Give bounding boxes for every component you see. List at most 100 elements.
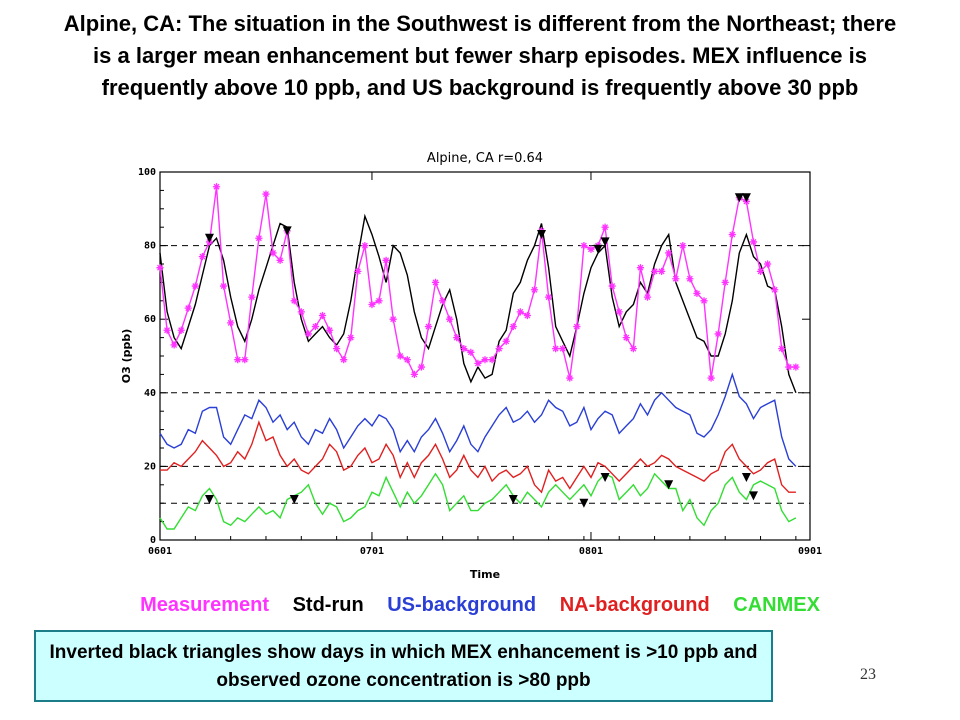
measurement-point: [417, 363, 426, 371]
measurement-point: [431, 278, 440, 286]
measurement-point: [495, 345, 503, 353]
series-line-measurement: [159, 186, 796, 379]
measurement-point: [665, 249, 673, 257]
inverted-triangle-marker: [537, 230, 547, 240]
measurement-point: [297, 308, 305, 316]
measurement-point: [382, 256, 390, 264]
measurement-point: [764, 260, 772, 268]
measurement-point: [686, 275, 694, 283]
y-axis: 0 20 40 60 80 100: [138, 167, 810, 546]
measurement-point: [474, 359, 482, 367]
inverted-triangle-marker: [204, 495, 214, 505]
measurement-point: [587, 245, 595, 253]
measurement-point: [707, 374, 715, 382]
ozone-line-chart: Alpine, CA r=0.64 Time O3 (ppb) 0 20 40 60 8…: [120, 140, 865, 590]
measurement-point: [156, 264, 164, 272]
measurement-point: [304, 330, 312, 338]
measurement-point: [340, 356, 348, 364]
measurement-point: [262, 190, 270, 198]
x-tick-label: 0701: [360, 546, 384, 557]
x-tick-label: 0801: [579, 546, 603, 557]
inverted-triangle-marker: [600, 472, 610, 482]
measurement-point: [333, 345, 341, 353]
measurement-point: [318, 311, 327, 320]
measurement-point: [580, 242, 588, 250]
measurement-point: [389, 315, 397, 323]
measurement-point: [396, 352, 404, 360]
measurement-point: [410, 370, 418, 378]
y-tick-label: 20: [144, 461, 156, 472]
inverted-triangle-marker: [600, 237, 610, 247]
measurement-point: [481, 356, 489, 364]
measurement-point: [502, 337, 510, 345]
page-number: 23: [860, 666, 876, 683]
chart-legend: Measurement Std-run US-background NA-bac…: [60, 594, 900, 617]
measurement-point: [608, 282, 616, 290]
series-line-us-background: [159, 372, 797, 467]
legend-us-background: US-background: [387, 594, 537, 616]
measurement-point: [622, 334, 630, 342]
y-tick-label: 100: [138, 167, 156, 178]
measurement-point: [170, 341, 178, 349]
measurement-point: [184, 304, 192, 312]
measurement-point: [368, 300, 376, 309]
measurement-point: [771, 286, 779, 294]
measurement-point: [714, 330, 722, 338]
x-tick-label: 0901: [798, 546, 822, 557]
slide-title: Alpine, CA: The situation in the Southwe…: [63, 11, 897, 100]
measurement-point: [756, 267, 765, 275]
measurement-point: [672, 275, 680, 283]
measurement-point: [566, 374, 574, 382]
measurement-point: [544, 293, 553, 301]
legend-std-run: Std-run: [292, 594, 364, 616]
measurement-point: [347, 334, 355, 342]
measurement-point: [198, 253, 206, 261]
measurement-point: [658, 267, 666, 275]
inverted-triangle-marker: [204, 233, 214, 243]
measurement-point: [163, 326, 171, 334]
inverted-triangle-marker: [282, 226, 292, 236]
measurement-point: [700, 297, 708, 305]
measurement-point: [643, 293, 652, 301]
inverted-triangle-marker: [289, 495, 299, 505]
measurement-point: [629, 345, 637, 353]
measurement-point: [446, 315, 454, 323]
measurement-point: [601, 223, 609, 231]
measurement-point: [191, 282, 199, 290]
inverted-triangle-marker: [664, 480, 674, 490]
series-line-std-run: [159, 213, 797, 394]
measurement-point: [234, 356, 242, 364]
measurement-point: [354, 267, 362, 275]
y-tick-label: 0: [150, 535, 156, 546]
measurement-point: [241, 356, 249, 364]
measurement-point: [453, 334, 461, 342]
measurement-point: [467, 348, 475, 356]
measurement-point: [573, 322, 581, 331]
measurement-point: [778, 345, 786, 353]
measurement-point: [424, 322, 433, 331]
measurement-point: [523, 311, 531, 320]
measurement-point: [227, 319, 235, 327]
series-layer: [156, 183, 800, 530]
measurement-point: [460, 345, 468, 353]
measurement-point: [375, 297, 383, 305]
measurement-point: [785, 363, 793, 371]
measurement-point: [615, 308, 623, 316]
inverted-triangle-marker: [734, 193, 744, 203]
measurement-point: [255, 234, 263, 242]
measurement-point: [792, 363, 800, 371]
measurement-point: [693, 289, 701, 298]
measurement-point: [325, 326, 334, 334]
measurement-point: [488, 356, 496, 364]
y-tick-label: 40: [144, 388, 156, 399]
measurement-point: [728, 230, 736, 239]
measurement-point: [219, 282, 228, 290]
measurement-point: [276, 256, 284, 264]
legend-canmex: CANMEX: [733, 594, 820, 616]
note-box: Inverted black triangles show days in wh…: [34, 630, 773, 702]
inverted-triangle-marker: [579, 498, 589, 508]
measurement-point: [552, 345, 560, 353]
inverted-triangle-marker: [741, 472, 751, 482]
legend-measurement: Measurement: [140, 594, 269, 616]
measurement-point: [636, 264, 645, 272]
